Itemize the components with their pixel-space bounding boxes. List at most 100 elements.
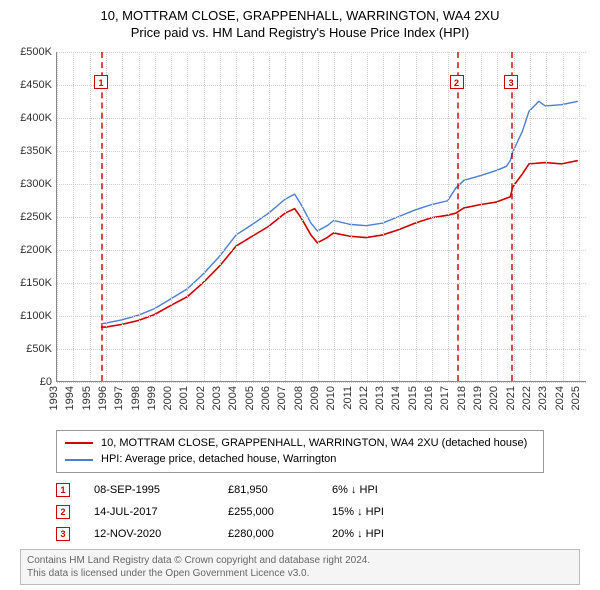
gridline-v	[530, 52, 531, 381]
x-tick-label: 2011	[342, 386, 358, 410]
sale-hpi-diff: 20% ↓ HPI	[332, 523, 442, 545]
sale-date: 14-JUL-2017	[94, 501, 204, 523]
footer-line: This data is licensed under the Open Gov…	[27, 567, 573, 580]
gridline-v	[253, 52, 254, 381]
x-tick-label: 2007	[276, 386, 292, 410]
y-tick-label: £50K	[10, 343, 52, 355]
x-tick-label: 1995	[81, 386, 97, 410]
x-tick-label: 1994	[64, 386, 80, 410]
x-tick-label: 2009	[309, 386, 325, 410]
gridline-v	[448, 52, 449, 381]
sale-hpi-diff: 6% ↓ HPI	[332, 479, 442, 501]
x-tick-label: 2022	[521, 386, 537, 410]
x-tick-label: 2019	[472, 386, 488, 410]
y-tick-label: £300K	[10, 178, 52, 190]
gridline-h	[57, 349, 586, 350]
y-tick-label: £100K	[10, 310, 52, 322]
sale-row: 312-NOV-2020£280,00020% ↓ HPI	[56, 523, 544, 545]
sale-marker-box: 3	[504, 75, 518, 89]
sale-marker-box: 2	[450, 75, 464, 89]
x-tick-label: 1999	[146, 386, 162, 410]
legend-label: HPI: Average price, detached house, Warr…	[101, 451, 336, 468]
gridline-v	[106, 52, 107, 381]
series-line-property	[101, 160, 578, 326]
attribution-footer: Contains HM Land Registry data © Crown c…	[20, 549, 580, 585]
gridline-h	[57, 217, 586, 218]
gridline-v	[563, 52, 564, 381]
y-tick-label: £500K	[10, 46, 52, 58]
y-tick-label: £450K	[10, 79, 52, 91]
sale-index-box: 1	[56, 483, 70, 497]
gridline-v	[318, 52, 319, 381]
gridline-h	[57, 250, 586, 251]
gridline-h	[57, 52, 586, 53]
gridline-v	[579, 52, 580, 381]
gridline-h	[57, 151, 586, 152]
y-tick-label: £350K	[10, 145, 52, 157]
gridline-h	[57, 316, 586, 317]
gridline-v	[481, 52, 482, 381]
y-tick-label: £250K	[10, 211, 52, 223]
gridline-v	[73, 52, 74, 381]
x-tick-label: 2025	[570, 386, 586, 410]
x-tick-label: 2013	[374, 386, 390, 410]
sale-row: 214-JUL-2017£255,00015% ↓ HPI	[56, 501, 544, 523]
gridline-v	[57, 52, 58, 381]
x-tick-label: 1996	[97, 386, 113, 410]
sale-price: £81,950	[228, 479, 308, 501]
x-tick-label: 2015	[407, 386, 423, 410]
gridline-v	[334, 52, 335, 381]
gridline-v	[351, 52, 352, 381]
legend-swatch	[65, 442, 93, 444]
gridline-v	[236, 52, 237, 381]
gridline-v	[302, 52, 303, 381]
x-tick-label: 2005	[244, 386, 260, 410]
y-tick-label: £200K	[10, 244, 52, 256]
sale-marker-box: 1	[94, 75, 108, 89]
gridline-h	[57, 283, 586, 284]
sale-marker-line	[457, 52, 459, 381]
x-tick-label: 2004	[227, 386, 243, 410]
gridline-v	[383, 52, 384, 381]
legend-item: 10, MOTTRAM CLOSE, GRAPPENHALL, WARRINGT…	[65, 435, 535, 452]
gridline-v	[187, 52, 188, 381]
y-tick-label: £0	[10, 376, 52, 388]
gridline-v	[497, 52, 498, 381]
series-line-hpi	[101, 101, 578, 323]
legend-swatch	[65, 459, 93, 461]
gridline-h	[57, 184, 586, 185]
gridline-v	[367, 52, 368, 381]
x-tick-label: 2016	[423, 386, 439, 410]
chart-title: 10, MOTTRAM CLOSE, GRAPPENHALL, WARRINGT…	[10, 8, 590, 25]
sale-date: 08-SEP-1995	[94, 479, 204, 501]
x-tick-label: 2002	[195, 386, 211, 410]
sale-date: 12-NOV-2020	[94, 523, 204, 545]
gridline-v	[285, 52, 286, 381]
gridline-v	[220, 52, 221, 381]
x-tick-label: 2023	[537, 386, 553, 410]
legend-label: 10, MOTTRAM CLOSE, GRAPPENHALL, WARRINGT…	[101, 435, 527, 452]
x-tick-label: 2000	[162, 386, 178, 410]
x-tick-label: 1993	[48, 386, 64, 410]
chart-wrap: 123 £0£50K£100K£150K£200K£250K£300K£350K…	[10, 46, 590, 426]
sale-price: £255,000	[228, 501, 308, 523]
gridline-h	[57, 118, 586, 119]
sale-price: £280,000	[228, 523, 308, 545]
x-tick-label: 1997	[113, 386, 129, 410]
x-tick-label: 2024	[554, 386, 570, 410]
y-tick-label: £400K	[10, 112, 52, 124]
x-tick-label: 2008	[293, 386, 309, 410]
gridline-v	[139, 52, 140, 381]
x-tick-label: 2021	[505, 386, 521, 410]
footer-line: Contains HM Land Registry data © Crown c…	[27, 554, 573, 567]
gridline-v	[399, 52, 400, 381]
x-tick-label: 2018	[456, 386, 472, 410]
x-tick-label: 2010	[325, 386, 341, 410]
plot-area: 1 2 3	[56, 52, 586, 382]
x-tick-label: 2006	[260, 386, 276, 410]
x-tick-label: 2020	[488, 386, 504, 410]
gridline-h	[57, 382, 586, 383]
x-tick-label: 2017	[439, 386, 455, 410]
sale-hpi-diff: 15% ↓ HPI	[332, 501, 442, 523]
gridline-v	[514, 52, 515, 381]
